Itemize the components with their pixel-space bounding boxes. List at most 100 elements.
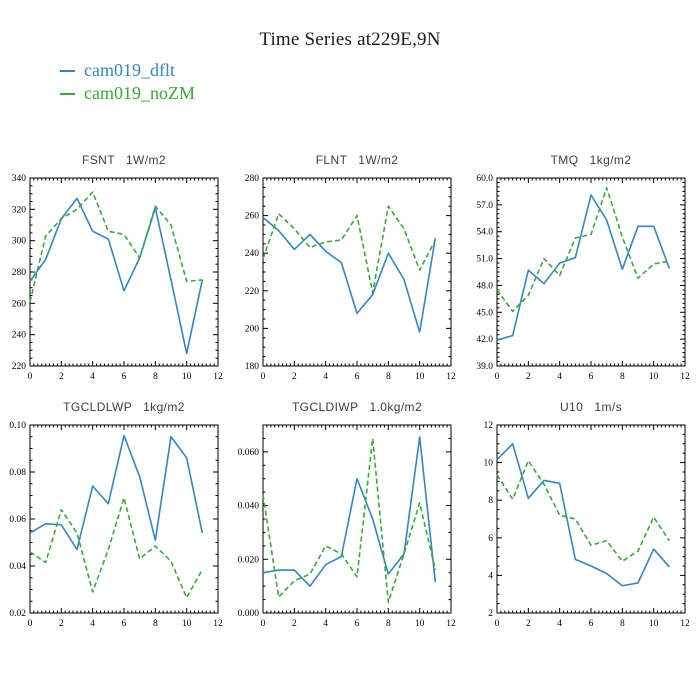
svg-text:4: 4 [90,619,95,629]
svg-text:45.0: 45.0 [476,308,493,318]
svg-text:280: 280 [12,268,27,278]
svg-text:2: 2 [488,609,493,619]
svg-text:6: 6 [589,372,594,382]
svg-text:12: 12 [680,372,690,382]
svg-text:6: 6 [122,619,127,629]
svg-text:0: 0 [28,372,33,382]
svg-text:2: 2 [59,619,64,629]
svg-text:8: 8 [153,619,158,629]
svg-text:2: 2 [292,372,297,382]
svg-text:8: 8 [488,496,493,506]
svg-text:6: 6 [355,619,360,629]
svg-text:6: 6 [122,372,127,382]
svg-text:0: 0 [28,619,33,629]
axis-ticks [29,177,219,367]
y-tick-labels: 0.000 0.020 0.040 0.060 [238,448,260,619]
legend-line-swatch-dflt [60,69,75,72]
svg-text:180: 180 [245,362,260,372]
svg-text:12: 12 [680,619,690,629]
svg-text:260: 260 [245,212,260,222]
svg-text:0: 0 [495,372,500,382]
svg-text:0.06: 0.06 [9,515,26,525]
svg-text:12: 12 [446,372,456,382]
svg-text:4: 4 [488,571,493,581]
svg-text:4: 4 [323,619,328,629]
chart-title-tgcldlwp: TGCLDLWP 1kg/m2 [63,400,185,414]
svg-text:10: 10 [649,372,659,382]
svg-text:0.020: 0.020 [238,555,260,565]
legend-item-noZM: cam019_noZM [60,82,195,105]
svg-text:200: 200 [245,324,260,334]
svg-text:10: 10 [182,372,192,382]
svg-text:6: 6 [488,534,493,544]
axis-ticks [29,424,219,614]
series-line-dflt [262,216,437,333]
svg-text:2: 2 [59,372,64,382]
chart-tgcldiwp: 0 2 4 6 8 10 12 0.000 0.020 0.040 0.060 [238,424,456,629]
y-tick-labels: 180 200 220 240 260 280 [245,174,260,372]
svg-text:8: 8 [620,619,625,629]
y-tick-labels: 0.02 0.04 0.06 0.08 0.10 [9,421,26,619]
series-line-dflt [496,442,670,587]
svg-text:6: 6 [355,372,360,382]
svg-text:220: 220 [12,362,27,372]
x-tick-labels: 0 2 4 6 8 10 12 [261,372,456,382]
x-tick-labels: 0 2 4 6 8 10 12 [28,619,223,629]
axis-ticks [262,177,452,367]
svg-text:48.0: 48.0 [476,281,493,291]
x-tick-labels: 0 2 4 6 8 10 12 [495,372,690,382]
svg-text:8: 8 [153,372,158,382]
x-tick-labels: 0 2 4 6 8 10 12 [28,372,223,382]
svg-text:12: 12 [484,421,494,431]
svg-text:12: 12 [446,619,456,629]
y-tick-labels: 220 240 260 280 300 320 340 [12,174,27,372]
svg-text:10: 10 [415,619,425,629]
svg-text:2: 2 [526,372,531,382]
svg-text:10: 10 [484,459,494,469]
chart-tmq: 0 2 4 6 8 10 12 39.0 42.0 45.0 48.0 51.0 54.0 57.0 60.… [476,174,690,382]
svg-text:42.0: 42.0 [476,335,493,345]
y-tick-labels: 2 4 6 8 10 12 [484,421,494,619]
svg-text:39.0: 39.0 [476,362,493,372]
svg-text:0.040: 0.040 [238,502,260,512]
legend-item-dflt: cam019_dflt [60,59,195,82]
axis-ticks [496,177,686,367]
svg-text:0.08: 0.08 [9,468,26,478]
series-line-noZM [29,191,203,302]
svg-text:2: 2 [526,619,531,629]
svg-text:0.000: 0.000 [238,609,260,619]
svg-text:6: 6 [589,619,594,629]
svg-text:300: 300 [12,237,27,247]
x-tick-labels: 0 2 4 6 8 10 12 [495,619,690,629]
svg-text:0: 0 [261,372,266,382]
series-line-dflt [262,436,437,587]
svg-text:240: 240 [12,331,27,341]
chart-title-u10: U10 1m/s [559,400,623,414]
chart-tgcldlwp: 0 2 4 6 8 10 12 0.02 0.04 0.06 0.08 0.10 [9,421,223,629]
series-line-dflt [29,197,204,355]
svg-text:4: 4 [557,372,562,382]
legend-label-noZM: cam019_noZM [84,83,195,103]
series-line-noZM [29,497,204,599]
svg-text:8: 8 [386,619,391,629]
svg-text:340: 340 [12,174,27,184]
legend-label-dflt: cam019_dflt [84,60,175,80]
svg-text:260: 260 [12,299,27,309]
y-tick-labels: 39.0 42.0 45.0 48.0 51.0 54.0 57.0 60.0 [476,174,493,372]
svg-text:57.0: 57.0 [476,201,493,211]
svg-text:60.0: 60.0 [476,174,493,184]
chart-title-tmq: TMQ 1kg/m2 [550,153,632,167]
svg-text:4: 4 [323,372,328,382]
svg-text:280: 280 [245,174,260,184]
svg-text:0.04: 0.04 [9,562,26,572]
svg-text:51.0: 51.0 [476,255,493,265]
svg-text:220: 220 [245,287,260,297]
series-line-noZM [496,459,670,563]
svg-text:0.060: 0.060 [238,448,260,458]
svg-text:4: 4 [90,372,95,382]
series-line-noZM [496,187,670,313]
svg-text:0: 0 [495,619,500,629]
svg-text:12: 12 [213,372,223,382]
axis-ticks [496,424,686,614]
svg-text:8: 8 [620,372,625,382]
